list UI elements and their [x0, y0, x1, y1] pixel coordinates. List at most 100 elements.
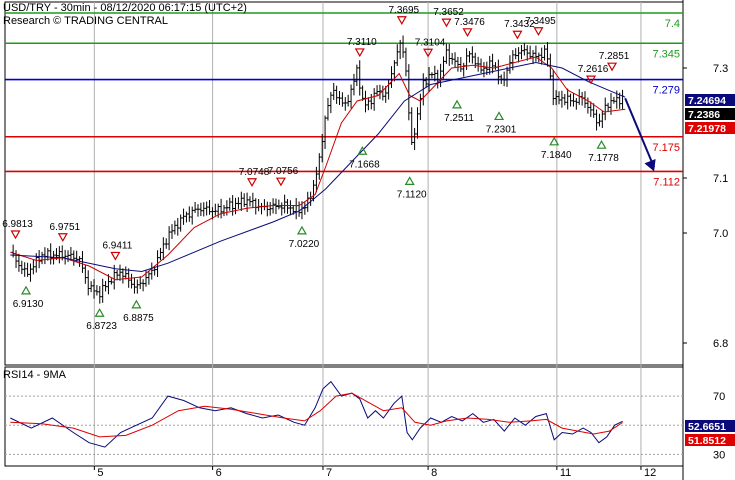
rsi-y-tick-label: 30	[713, 449, 725, 461]
price-bar	[522, 42, 526, 56]
price-bar	[31, 259, 35, 275]
swing-high-marker	[512, 30, 523, 40]
swing-low-marker	[451, 99, 463, 109]
price-bar	[173, 220, 177, 235]
price-bar	[528, 45, 532, 60]
x-tick-label: 11	[560, 467, 571, 479]
price-bar	[531, 50, 535, 65]
swing-high-marker	[110, 251, 121, 261]
swing-low-marker	[296, 225, 307, 235]
price-bar	[413, 127, 417, 151]
price-bar	[502, 71, 506, 87]
price-bar	[323, 115, 327, 149]
swing-low-marker	[357, 146, 368, 155]
price-bar	[586, 97, 590, 114]
price-bar	[274, 198, 278, 215]
price-bar	[283, 194, 287, 214]
price-bar	[540, 47, 544, 65]
price-bar	[346, 94, 350, 107]
price-bar	[453, 52, 457, 68]
swing-high-marker	[607, 62, 618, 72]
price-bar	[158, 247, 162, 261]
price-tag-box	[685, 122, 735, 134]
price-bar	[606, 102, 610, 113]
swing-low-label: 6.8875	[123, 313, 154, 324]
price-bar	[317, 153, 321, 180]
price-bar	[251, 192, 255, 208]
y-tick-label: 7.0	[713, 228, 728, 240]
price-bar	[479, 58, 483, 74]
swing-high-marker	[585, 75, 597, 85]
price-bar	[378, 84, 382, 100]
price-bar	[491, 53, 495, 74]
chart-title: USD/TRY - 30min - 08/12/2020 06:17:15 (U…	[3, 2, 247, 14]
price-bar	[566, 88, 570, 110]
price-bar	[387, 79, 391, 100]
swing-high-marker	[423, 48, 434, 58]
x-tick-label: 7	[326, 467, 332, 479]
swing-high-label: 7.3495	[525, 16, 556, 27]
price-bar	[234, 197, 238, 215]
price-bar	[560, 90, 564, 108]
price-bar	[95, 285, 99, 296]
price-bar	[592, 103, 596, 118]
price-bar	[28, 263, 32, 282]
price-bar	[467, 50, 471, 63]
price-bar	[407, 64, 411, 121]
price-bar	[390, 66, 394, 88]
swing-high-marker	[57, 233, 68, 242]
rsi-tag-box	[685, 420, 735, 432]
price-bar	[153, 266, 157, 276]
forecast-arrow-shaft	[624, 97, 656, 168]
price-bar	[621, 89, 625, 110]
forecast-arrow-head	[644, 158, 656, 172]
price-bar	[277, 199, 281, 210]
price-bar	[444, 43, 448, 64]
rsi-y-tick-label: 70	[713, 391, 725, 403]
price-bar	[439, 63, 443, 88]
price-bar	[170, 224, 174, 239]
rsi-title: RSI14 - 9MA	[3, 369, 67, 381]
price-bar	[210, 207, 214, 220]
price-bar	[410, 107, 414, 145]
price-bar	[525, 45, 529, 61]
swing-low-marker	[131, 299, 142, 309]
price-bar	[265, 201, 269, 217]
price-bar	[187, 206, 191, 222]
price-bar	[476, 56, 480, 72]
price-bar	[384, 85, 388, 103]
price-bar	[118, 264, 122, 281]
price-bar	[196, 204, 200, 217]
price-bar	[288, 200, 292, 216]
price-bar	[493, 62, 497, 70]
price-bar	[222, 204, 226, 217]
price-bar	[132, 277, 136, 294]
swing-low-marker	[20, 285, 32, 295]
price-bar	[262, 199, 266, 211]
swing-high-label: 7.3110	[347, 37, 377, 48]
price-bar	[427, 66, 431, 92]
price-bar	[569, 93, 573, 107]
price-bar	[338, 90, 342, 106]
y-tick-label: 7.1	[713, 173, 728, 185]
swing-high-marker	[354, 48, 365, 58]
price-bar	[352, 73, 356, 96]
price-bar	[231, 195, 235, 216]
price-bar	[335, 85, 339, 104]
main-plot-frame	[4, 1, 684, 366]
price-bar	[312, 179, 316, 202]
swing-low-label: 6.8723	[86, 321, 117, 332]
price-bar	[554, 90, 558, 106]
rsi-plot-frame	[4, 366, 684, 467]
price-bar	[66, 250, 70, 263]
price-bar	[517, 47, 521, 63]
price-bar	[260, 202, 264, 215]
swing-low-label: 6.9130	[13, 299, 44, 310]
price-bar	[332, 82, 336, 100]
price-bar	[340, 92, 344, 107]
swing-high-label: 6.9751	[50, 222, 81, 233]
price-bar	[361, 85, 365, 101]
price-bar	[597, 113, 601, 127]
price-bar	[280, 202, 284, 216]
